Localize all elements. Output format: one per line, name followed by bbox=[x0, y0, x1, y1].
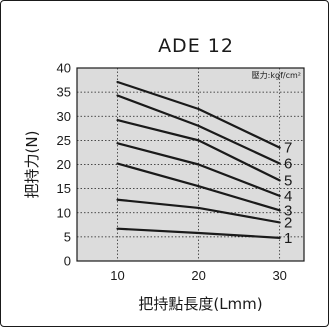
y-tick-label: 30 bbox=[57, 109, 71, 124]
series-lines bbox=[116, 80, 281, 239]
series-line-4 bbox=[116, 142, 281, 197]
series-label-5: 5 bbox=[284, 172, 292, 189]
series-label-7: 7 bbox=[284, 140, 292, 157]
series-line-6 bbox=[116, 94, 281, 165]
x-tick-label: 30 bbox=[272, 268, 286, 283]
pressure-unit-note: 壓力:kgf/cm² bbox=[252, 70, 301, 80]
series-label-6: 6 bbox=[284, 156, 292, 173]
series-label-1: 1 bbox=[284, 230, 292, 247]
y-tick-label: 35 bbox=[57, 85, 71, 100]
series-line-3 bbox=[116, 162, 281, 212]
x-tick-label: 20 bbox=[191, 268, 205, 283]
y-tick-label: 25 bbox=[57, 133, 71, 148]
x-tick-label: 10 bbox=[110, 268, 124, 283]
y-tick-label: 5 bbox=[64, 229, 71, 244]
series-line-7 bbox=[116, 80, 281, 149]
series-label-4: 4 bbox=[284, 188, 292, 205]
grid bbox=[77, 68, 304, 261]
chart-title: ADE 12 bbox=[158, 35, 234, 57]
series-line-5 bbox=[116, 119, 281, 182]
y-tick-label: 10 bbox=[57, 205, 71, 220]
series-label-2: 2 bbox=[284, 214, 292, 231]
y-axis-label: 把持力(N) bbox=[23, 131, 41, 199]
tick-labels: 0 5 10 15 20 25 30 35 40 10 20 30 bbox=[57, 61, 287, 284]
series-line-1 bbox=[116, 227, 281, 239]
y-tick-label: 15 bbox=[57, 181, 71, 196]
series-label-3: 3 bbox=[284, 202, 292, 219]
y-tick-label: 40 bbox=[57, 61, 71, 76]
y-tick-label: 20 bbox=[57, 157, 71, 172]
x-axis-label: 把持點長度(Lmm) bbox=[138, 295, 262, 313]
y-tick-label: 0 bbox=[64, 254, 71, 269]
series-line-2 bbox=[116, 198, 281, 224]
